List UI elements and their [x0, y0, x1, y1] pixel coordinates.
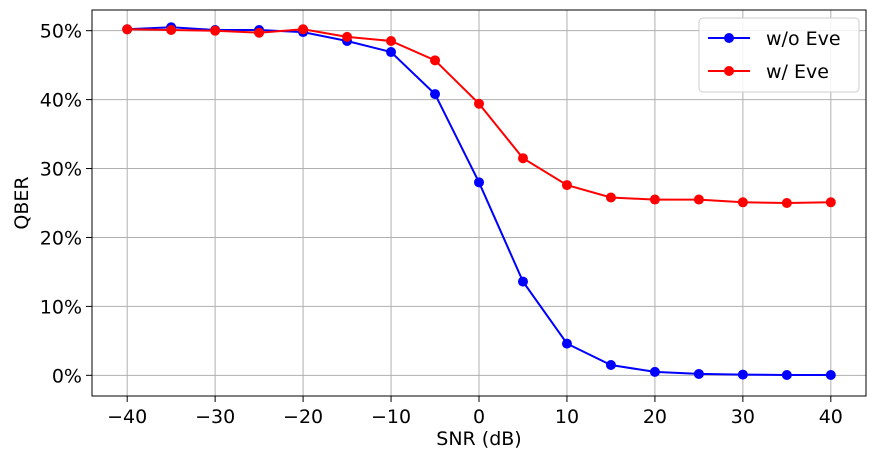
- data-point: [561, 338, 572, 349]
- data-point: [737, 197, 748, 208]
- ticks: −40 −30 −20 −10 0 10 20 30 40 0% 10% 20% 30% 40% 50%: [40, 21, 843, 428]
- data-point: [386, 47, 397, 58]
- x-axis-label: SNR (dB): [436, 428, 521, 450]
- data-point: [605, 359, 616, 370]
- data-point: [474, 98, 484, 109]
- legend-box: [698, 17, 860, 93]
- data-point: [649, 194, 660, 205]
- data-point: [737, 369, 748, 380]
- data-point: [342, 31, 353, 42]
- data-point: [649, 366, 660, 377]
- data-point: [122, 24, 133, 35]
- data-point: [517, 276, 528, 287]
- data-point: [781, 198, 792, 208]
- data-point: [825, 197, 836, 208]
- data-point: [825, 369, 836, 380]
- legend-marker: [724, 66, 734, 76]
- y-tick-label: 10%: [40, 296, 82, 318]
- data-point: [561, 180, 572, 191]
- data-point: [430, 55, 441, 66]
- y-tick-label: 30%: [40, 159, 82, 181]
- data-point: [210, 25, 221, 36]
- y-tick-label: 20%: [40, 227, 82, 249]
- x-tick-label: 0: [473, 406, 485, 428]
- legend-label: w/o Eve: [766, 28, 841, 50]
- legend-marker: [724, 33, 734, 43]
- data-point: [386, 36, 397, 47]
- data-point: [517, 153, 528, 164]
- data-point: [298, 24, 309, 35]
- x-tick-label: 10: [555, 406, 579, 428]
- y-axis-label: QBER: [11, 176, 33, 229]
- x-tick-label: −40: [107, 406, 147, 428]
- series-group: [122, 22, 836, 380]
- x-tick-label: −10: [371, 406, 411, 428]
- data-point: [166, 24, 177, 35]
- data-point: [693, 368, 704, 379]
- x-tick-label: 40: [819, 406, 843, 428]
- data-point: [605, 192, 616, 203]
- data-point: [781, 369, 792, 380]
- data-point: [430, 89, 441, 100]
- legend: w/o Eve w/ Eve: [698, 17, 860, 93]
- y-tick-label: 40%: [40, 90, 82, 112]
- x-tick-label: 20: [643, 406, 667, 428]
- x-tick-label: −30: [195, 406, 235, 428]
- y-tick-label: 50%: [40, 21, 82, 43]
- data-point: [254, 27, 265, 38]
- legend-label: w/ Eve: [766, 61, 829, 83]
- y-tick-label: 0%: [52, 365, 82, 387]
- data-point: [474, 177, 484, 188]
- x-tick-label: −20: [283, 406, 323, 428]
- data-point: [693, 194, 704, 205]
- x-tick-label: 30: [731, 406, 755, 428]
